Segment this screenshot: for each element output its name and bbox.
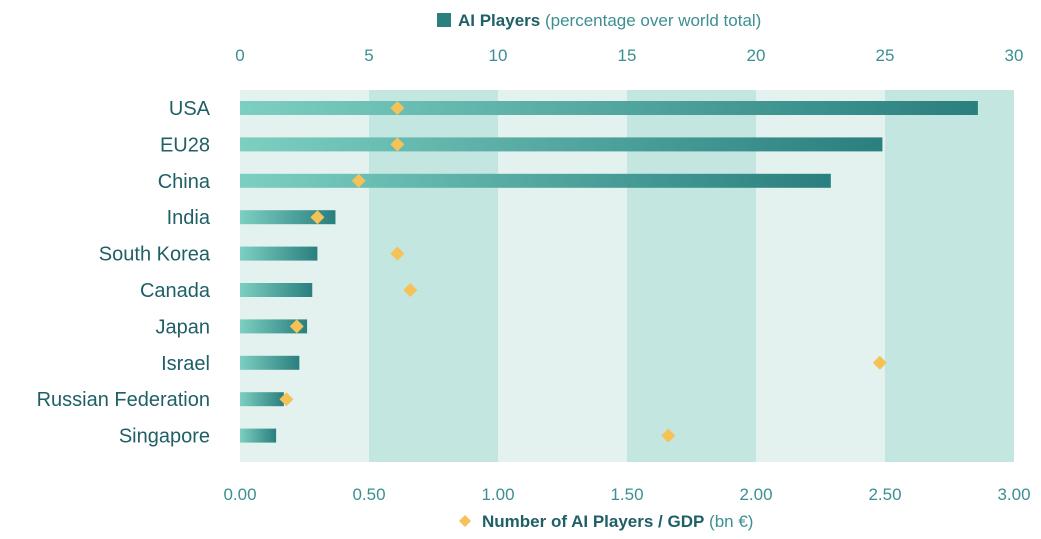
bottom-axis-ticks: 0.00 0.50 1.00 1.50 2.00 2.50 3.00 bbox=[223, 485, 1030, 504]
top-legend: AI Players (percentage over world total) bbox=[437, 11, 761, 30]
bar bbox=[240, 355, 300, 370]
bar bbox=[240, 246, 318, 261]
category-label: Israel bbox=[161, 353, 210, 375]
diamond-marker bbox=[390, 246, 405, 261]
bottom-tick-label: 2.00 bbox=[739, 485, 772, 504]
bottom-tick-label: 0.50 bbox=[352, 485, 385, 504]
diamond-marker bbox=[390, 101, 405, 115]
category-label: Singapore bbox=[119, 426, 210, 448]
top-tick-label: 30 bbox=[1005, 46, 1024, 65]
diamond-markers bbox=[279, 101, 887, 443]
bottom-legend-diamond-icon bbox=[459, 515, 471, 527]
diamond-marker bbox=[351, 173, 366, 188]
diamond-marker bbox=[661, 428, 676, 443]
top-legend-text: AI Players (percentage over world total) bbox=[458, 11, 761, 30]
bottom-tick-label: 2.50 bbox=[868, 485, 901, 504]
bar bbox=[240, 210, 336, 225]
bottom-legend-series-name: Number of AI Players / GDP bbox=[482, 512, 704, 531]
bar bbox=[240, 392, 284, 407]
bottom-tick-label: 1.00 bbox=[481, 485, 514, 504]
bar bbox=[240, 283, 313, 297]
background-band bbox=[369, 90, 498, 462]
top-tick-label: 20 bbox=[747, 46, 766, 65]
bottom-legend-text: Number of AI Players / GDP (bn €) bbox=[482, 512, 753, 531]
category-label: India bbox=[167, 207, 211, 229]
bar bbox=[240, 101, 978, 115]
bottom-tick-label: 1.50 bbox=[610, 485, 643, 504]
top-tick-label: 15 bbox=[618, 46, 637, 65]
top-tick-label: 25 bbox=[876, 46, 895, 65]
top-tick-label: 10 bbox=[489, 46, 508, 65]
background-band bbox=[498, 90, 627, 462]
top-tick-label: 0 bbox=[235, 46, 244, 65]
bar bbox=[240, 319, 308, 334]
top-legend-swatch bbox=[437, 13, 451, 27]
category-label: EU28 bbox=[160, 134, 210, 156]
category-label: South Korea bbox=[99, 244, 211, 266]
bar bbox=[240, 428, 277, 443]
category-label: Canada bbox=[140, 280, 211, 302]
diamond-marker bbox=[310, 210, 325, 225]
bottom-legend: Number of AI Players / GDP (bn €) bbox=[459, 512, 753, 531]
diamond-marker bbox=[872, 355, 887, 370]
diamond-marker bbox=[279, 392, 294, 407]
background-band bbox=[885, 90, 1014, 462]
background-bands bbox=[240, 90, 1014, 462]
category-label: USA bbox=[169, 98, 211, 120]
top-legend-series-unit: (percentage over world total) bbox=[540, 11, 761, 30]
top-axis-ticks: 0 5 10 15 20 25 30 bbox=[235, 46, 1023, 65]
bar bbox=[240, 173, 831, 188]
diamond-marker bbox=[289, 319, 304, 334]
category-label: Russian Federation bbox=[37, 389, 210, 411]
top-tick-label: 5 bbox=[364, 46, 373, 65]
bottom-tick-label: 3.00 bbox=[997, 485, 1030, 504]
category-label: China bbox=[158, 171, 211, 193]
bar bbox=[240, 137, 883, 152]
diamond-marker bbox=[390, 137, 405, 152]
diamond-marker bbox=[403, 283, 418, 297]
background-band bbox=[756, 90, 885, 462]
category-label: Japan bbox=[156, 316, 211, 338]
category-labels: USA EU28 China India South Korea Canada Japan I… bbox=[37, 98, 211, 448]
bottom-legend-series-unit: (bn €) bbox=[704, 512, 753, 531]
bottom-tick-label: 0.00 bbox=[223, 485, 256, 504]
background-band bbox=[627, 90, 756, 462]
top-legend-series-name: AI Players bbox=[458, 11, 540, 30]
